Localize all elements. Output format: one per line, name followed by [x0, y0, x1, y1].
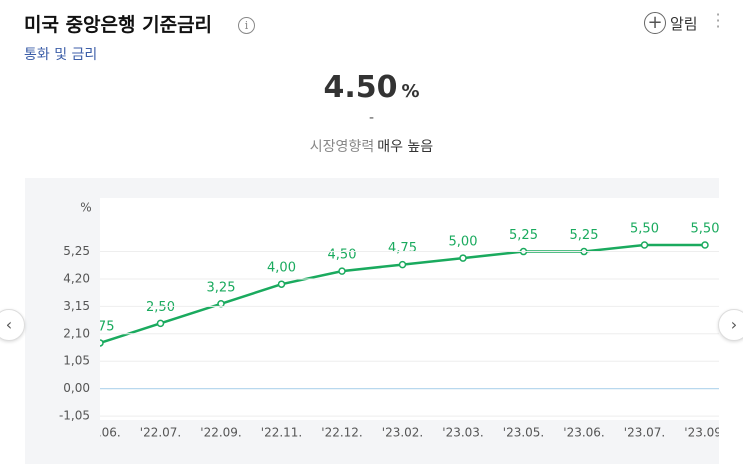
x-tick-label: '23.09.: [684, 426, 725, 440]
value: 4.50: [323, 70, 398, 105]
x-tick-label: '23.03.: [442, 426, 483, 440]
change: -: [368, 110, 375, 126]
point: [277, 280, 286, 288]
x-tick-label: '23.02.: [382, 426, 423, 440]
info-icon[interactable]: i: [238, 17, 255, 34]
data-label: 3,25: [207, 280, 236, 295]
plot-area: [100, 198, 719, 420]
more-menu[interactable]: · · ·: [715, 5, 721, 36]
x-tick-label: '22.12.: [321, 426, 362, 440]
x-tick-label: '22.11.: [261, 426, 302, 440]
point: [701, 241, 709, 249]
y-tick-label: 3,15: [63, 299, 90, 313]
data-label: 4,00: [267, 261, 296, 276]
unit: %: [401, 81, 420, 102]
impact-label: 시장영향력: [309, 139, 375, 155]
point: [398, 260, 407, 269]
point: [156, 319, 165, 328]
data-label: 5,50: [630, 222, 659, 237]
data-label: 2,50: [146, 300, 175, 315]
y-tick-label: 2,10: [63, 326, 90, 340]
y-unit: %: [80, 201, 91, 215]
x-tick-label: '22.07.: [140, 426, 181, 440]
x-tick-label: '22.09.: [200, 426, 241, 440]
impact-value: 매우 높음: [377, 139, 434, 155]
data-label: 5,00: [449, 235, 478, 250]
plus-icon: +: [644, 12, 666, 34]
y-tick-label: 0,00: [63, 381, 90, 395]
data-label: 5,25: [509, 228, 538, 243]
data-label: 1,75: [86, 319, 115, 334]
alert-button[interactable]: + 알림: [644, 12, 698, 34]
title: 미국 중앙은행 기준금리: [24, 14, 213, 36]
data-label: 4,50: [328, 248, 357, 263]
x-tick-label: '23.05.: [503, 426, 544, 440]
point: [100, 339, 104, 347]
point: [640, 241, 649, 249]
prev-button[interactable]: ‹: [0, 309, 25, 341]
current-value: 4.50%: [0, 70, 743, 105]
point: [459, 254, 467, 262]
alert-label: 알림: [670, 14, 698, 33]
next-button[interactable]: ›: [718, 309, 743, 341]
point: [217, 300, 225, 308]
x-tick-label: '23.06.: [563, 426, 604, 440]
x-tick-label: '23.07.: [624, 426, 665, 440]
point: [338, 267, 346, 275]
y-tick-label: 4,20: [63, 271, 90, 285]
data-label: 5,50: [691, 222, 720, 237]
impact: 시장영향력 매우 높음: [0, 136, 743, 156]
y-tick-label: 5,25: [63, 244, 90, 258]
x-tick-label: '22.06.: [79, 426, 120, 440]
subtitle[interactable]: 통화 및 금리: [24, 47, 98, 63]
y-tick-label: 1,05: [63, 354, 90, 368]
plot: '22.06. '22.07. '22.09. '22.11. '22.12. '23.0…: [79, 222, 725, 440]
data-label: 5,25: [570, 228, 599, 243]
data-label: 4,75: [388, 241, 417, 256]
y-tick-label: -1,05: [59, 409, 90, 423]
